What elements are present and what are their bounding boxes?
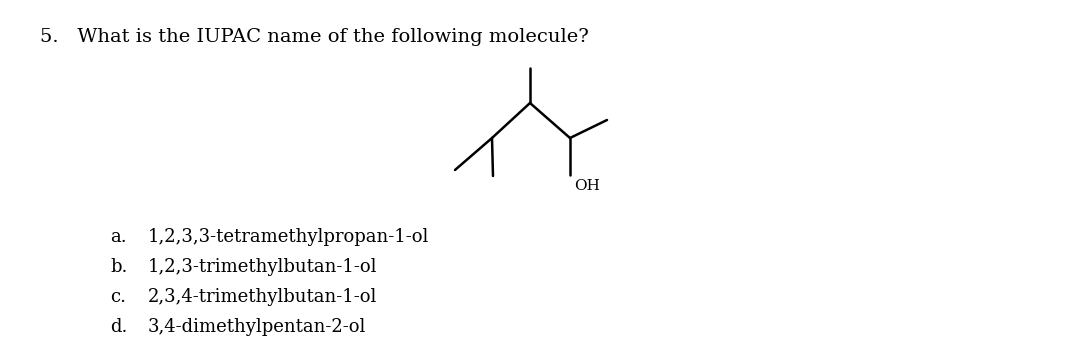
Text: 5.   What is the IUPAC name of the following molecule?: 5. What is the IUPAC name of the followi… — [40, 28, 589, 46]
Text: 2,3,4-trimethylbutan-1-ol: 2,3,4-trimethylbutan-1-ol — [148, 288, 378, 306]
Text: OH: OH — [573, 179, 599, 193]
Text: 1,2,3,3-tetramethylpropan-1-ol: 1,2,3,3-tetramethylpropan-1-ol — [148, 228, 430, 246]
Text: d.: d. — [110, 318, 128, 336]
Text: 3,4-dimethylpentan-2-ol: 3,4-dimethylpentan-2-ol — [148, 318, 367, 336]
Text: b.: b. — [110, 258, 128, 276]
Text: c.: c. — [110, 288, 126, 306]
Text: a.: a. — [110, 228, 127, 246]
Text: 1,2,3-trimethylbutan-1-ol: 1,2,3-trimethylbutan-1-ol — [148, 258, 378, 276]
